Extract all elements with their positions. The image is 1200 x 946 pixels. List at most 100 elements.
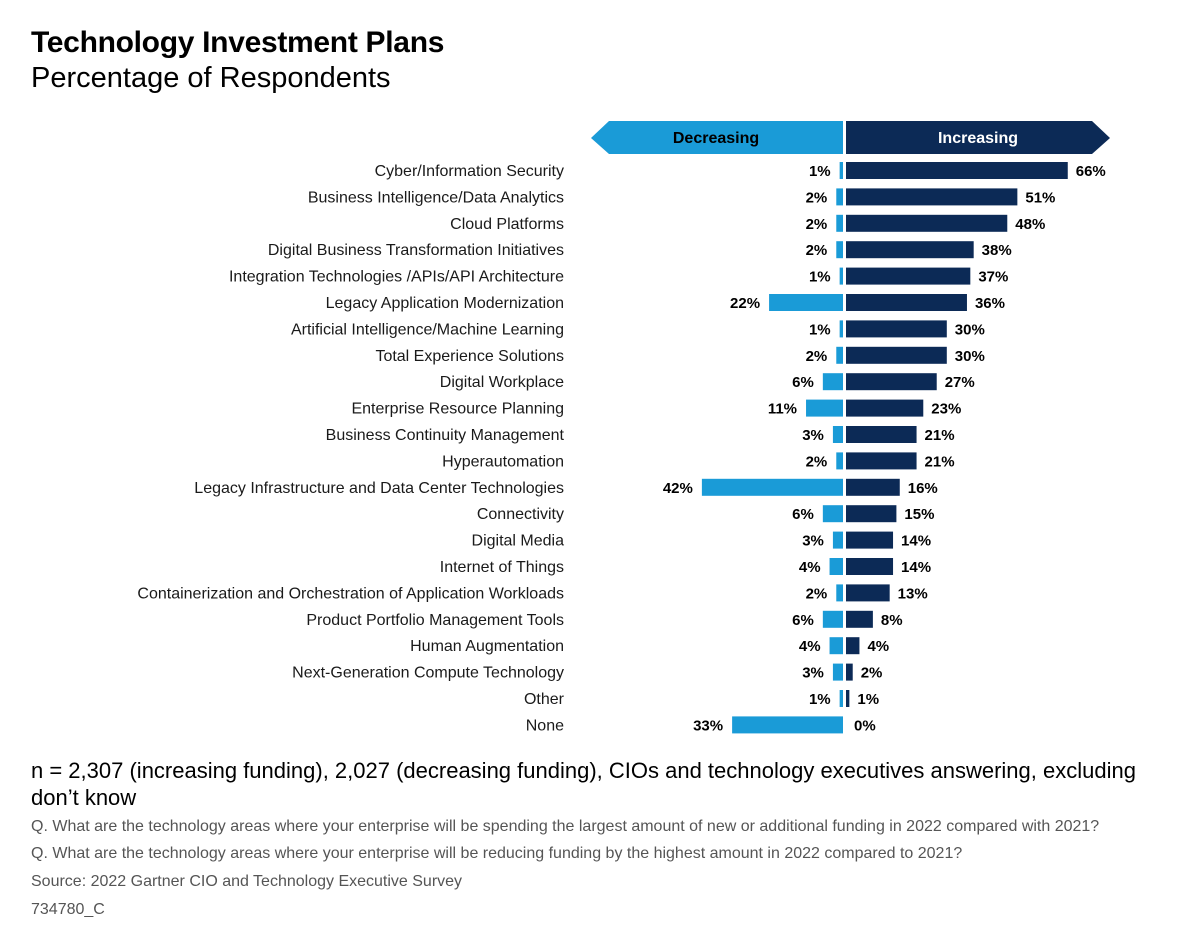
increasing-bar bbox=[846, 663, 853, 681]
decreasing-value-label: 6% bbox=[792, 374, 814, 391]
decreasing-bar bbox=[829, 558, 843, 575]
increasing-bar bbox=[846, 373, 937, 391]
decreasing-header-arrow bbox=[591, 121, 843, 154]
increasing-bar bbox=[846, 558, 894, 575]
increasing-value-label: 2% bbox=[861, 665, 883, 682]
decreasing-value-label: 4% bbox=[799, 559, 821, 576]
decreasing-bar bbox=[769, 294, 843, 311]
category-label: Product Portfolio Management Tools bbox=[306, 612, 564, 629]
category-label: Digital Workplace bbox=[440, 374, 564, 391]
bar-rows: Cyber/Information Security 1% 66% Business … bbox=[137, 162, 1106, 734]
category-label: Cloud Platforms bbox=[450, 216, 564, 233]
category-label: Cyber/Information Security bbox=[375, 163, 564, 180]
increasing-value-label: 14% bbox=[901, 533, 931, 550]
decreasing-value-label: 1% bbox=[809, 269, 831, 286]
decreasing-bar bbox=[839, 267, 843, 285]
decreasing-value-label: 3% bbox=[802, 665, 824, 682]
increasing-value-label: 27% bbox=[945, 374, 975, 391]
increasing-bar bbox=[846, 505, 897, 523]
decreasing-value-label: 2% bbox=[806, 189, 828, 206]
increasing-bar bbox=[846, 426, 917, 443]
increasing-value-label: 36% bbox=[975, 295, 1005, 312]
decreasing-bar bbox=[832, 531, 843, 549]
source-note: Source: 2022 Gartner CIO and Technology … bbox=[31, 873, 463, 890]
increasing-bar bbox=[846, 188, 1018, 206]
increasing-value-label: 15% bbox=[904, 506, 934, 523]
decreasing-value-label: 2% bbox=[806, 585, 828, 602]
category-label: Next-Generation Compute Technology bbox=[292, 665, 564, 682]
decreasing-bar bbox=[836, 188, 843, 206]
increasing-header-arrow bbox=[846, 121, 1110, 154]
decreasing-bar bbox=[732, 716, 843, 734]
category-label: Digital Media bbox=[472, 533, 565, 550]
decreasing-value-label: 1% bbox=[809, 163, 831, 180]
decreasing-bar bbox=[839, 320, 843, 338]
increasing-bar bbox=[846, 452, 917, 470]
decreasing-bar bbox=[836, 346, 843, 364]
category-label: Enterprise Resource Planning bbox=[351, 401, 564, 418]
category-label: Digital Business Transformation Initiati… bbox=[268, 242, 564, 259]
increasing-value-label: 14% bbox=[901, 559, 931, 576]
category-label: Artificial Intelligence/Machine Learning bbox=[291, 321, 564, 338]
increasing-value-label: 21% bbox=[925, 453, 955, 470]
increasing-bar bbox=[846, 478, 900, 496]
increasing-bar bbox=[846, 320, 947, 338]
category-label: Internet of Things bbox=[440, 559, 564, 576]
increasing-value-label: 30% bbox=[955, 321, 985, 338]
decreasing-value-label: 33% bbox=[693, 717, 723, 734]
increasing-value-label: 4% bbox=[867, 638, 889, 655]
increasing-value-label: 21% bbox=[925, 427, 955, 444]
decreasing-bar bbox=[839, 690, 843, 707]
increasing-value-label: 51% bbox=[1025, 189, 1055, 206]
increasing-bar bbox=[846, 214, 1008, 232]
increasing-bar bbox=[846, 241, 974, 259]
decreasing-bar bbox=[806, 399, 843, 417]
category-label: Containerization and Orchestration of Ap… bbox=[137, 585, 564, 602]
category-label: Business Continuity Management bbox=[326, 427, 565, 444]
sample-size-note: n = 2,307 (increasing funding), 2,027 (d… bbox=[31, 758, 1136, 810]
survey-question-2: Q. What are the technology areas where y… bbox=[31, 845, 963, 862]
decreasing-bar bbox=[836, 241, 843, 259]
decreasing-bar bbox=[829, 637, 843, 655]
decreasing-value-label: 22% bbox=[730, 295, 760, 312]
decreasing-bar bbox=[822, 610, 843, 628]
decreasing-value-label: 2% bbox=[806, 453, 828, 470]
decreasing-value-label: 6% bbox=[792, 612, 814, 629]
decreasing-value-label: 2% bbox=[806, 348, 828, 365]
figure-code: 734780_C bbox=[31, 901, 105, 918]
increasing-value-label: 8% bbox=[881, 612, 903, 629]
category-label: Total Experience Solutions bbox=[375, 348, 564, 365]
decreasing-value-label: 3% bbox=[802, 533, 824, 550]
category-label: Connectivity bbox=[477, 506, 564, 523]
increasing-bar bbox=[846, 162, 1068, 179]
category-label: Other bbox=[524, 691, 565, 708]
decreasing-bar bbox=[832, 426, 843, 443]
increasing-bar bbox=[846, 637, 860, 655]
increasing-value-label: 0% bbox=[854, 717, 876, 734]
increasing-bar bbox=[846, 399, 924, 417]
decreasing-value-label: 6% bbox=[792, 506, 814, 523]
increasing-value-label: 13% bbox=[898, 585, 928, 602]
diverging-bar-chart: Decreasing Increasing Cyber/Information … bbox=[137, 121, 1110, 734]
decreasing-value-label: 11% bbox=[768, 401, 797, 418]
increasing-bar bbox=[846, 690, 850, 707]
increasing-bar bbox=[846, 267, 971, 285]
increasing-value-label: 66% bbox=[1076, 163, 1106, 180]
decreasing-bar bbox=[836, 584, 843, 602]
decreasing-bar bbox=[836, 214, 843, 232]
increasing-bar bbox=[846, 346, 947, 364]
increasing-value-label: 38% bbox=[982, 242, 1012, 259]
category-label: Business Intelligence/Data Analytics bbox=[308, 189, 564, 206]
category-label: Hyperautomation bbox=[442, 453, 564, 470]
decreasing-bar bbox=[832, 663, 843, 681]
category-label: None bbox=[526, 717, 564, 734]
increasing-bar bbox=[846, 610, 873, 628]
decreasing-value-label: 1% bbox=[809, 691, 831, 708]
decreasing-bar bbox=[822, 373, 843, 391]
decreasing-bar bbox=[836, 452, 843, 470]
decreasing-bar bbox=[822, 505, 843, 523]
category-label: Integration Technologies /APIs/API Archi… bbox=[229, 269, 564, 286]
category-label: Legacy Application Modernization bbox=[326, 295, 564, 312]
decreasing-bar bbox=[839, 162, 843, 179]
decreasing-value-label: 1% bbox=[809, 321, 831, 338]
